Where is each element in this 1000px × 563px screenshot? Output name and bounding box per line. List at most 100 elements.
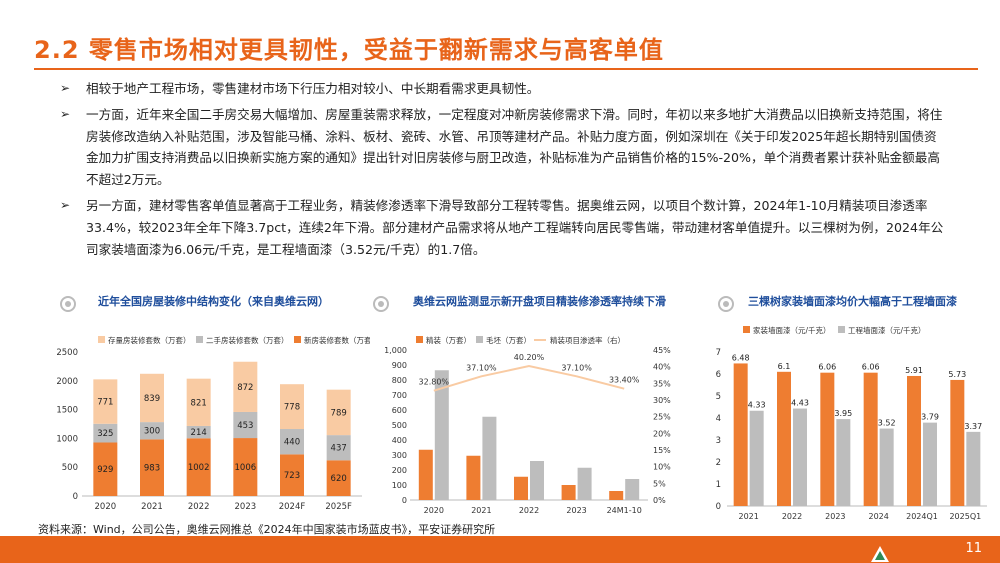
y-tick-label: 500	[392, 421, 407, 430]
bar-segment	[93, 423, 118, 443]
bar-segment	[140, 422, 164, 440]
line-data-label: 32.80%	[419, 378, 450, 387]
bar	[749, 410, 764, 506]
bar	[466, 455, 481, 500]
y2-tick-label: 35%	[653, 379, 671, 388]
legend-label: 工程墙面漆（元/千克）	[848, 325, 926, 335]
x-tick-label: 2023	[235, 502, 257, 512]
data-label: 929	[97, 465, 113, 475]
y-tick-label: 900	[392, 361, 407, 370]
bar	[836, 419, 851, 506]
source-note: 资料来源：Wind，公司公告，奥维云网推总《2024年中国家装市场蓝皮书》，平安…	[38, 523, 496, 536]
bar-segment	[326, 435, 351, 461]
y-tick-label: 100	[392, 481, 407, 490]
x-tick-label: 2022	[188, 502, 210, 512]
bar-segment	[326, 389, 351, 436]
bullet-text: 相较于地产工程市场，零售建材市场下行压力相对较小、中长期看需求更具韧性。	[86, 81, 540, 96]
y-tick-label: 500	[62, 463, 78, 473]
legend-label: 家装墙面漆（元/千克）	[753, 325, 831, 335]
legend-swatch	[294, 336, 301, 343]
y-tick-label: 0	[402, 496, 407, 505]
chart-paint-price: 家装墙面漆（元/千克） 工程墙面漆（元/千克） 0 1 2 3 4 5 6 7 6.48 4.33 20…	[716, 325, 987, 520]
x-tick-label: 2024Q1	[906, 512, 938, 520]
data-label: 6.06	[862, 363, 880, 372]
bar	[863, 372, 878, 506]
panel-bullet-icon	[373, 296, 389, 312]
bar	[625, 479, 640, 500]
bar	[733, 363, 748, 506]
y-tick-label: 2	[716, 458, 721, 468]
x-tick-label: 24M1-10	[607, 506, 642, 515]
chart-title: 三棵树家装墙面漆均价大幅高于工程墙面漆	[748, 295, 957, 308]
page-title: 2.2 零售市场相对更具韧性，受益于翻新需求与高客单值	[34, 36, 664, 64]
bar	[514, 476, 528, 500]
legend-label: 二手房装修套数（万套）	[206, 335, 289, 345]
x-tick-label: 2021	[141, 502, 163, 512]
footer-bar	[0, 536, 1000, 563]
line-data-label: 33.40%	[609, 376, 640, 385]
data-label: 440	[284, 438, 300, 448]
x-tick-label: 2023	[825, 512, 845, 520]
y-tick-label: 1000	[56, 434, 78, 444]
y-tick-label: 2500	[56, 348, 78, 358]
bullet-item: ➢ 相较于地产工程市场，零售建材市场下行压力相对较小、中长期看需求更具韧性。	[58, 78, 948, 100]
bar-segment	[93, 442, 118, 496]
x-tick-label: 2022	[519, 506, 539, 515]
y-tick-label: 800	[392, 376, 407, 385]
x-tick-label: 2020	[424, 506, 444, 515]
y-tick-label: 600	[392, 406, 407, 415]
bullet-item: ➢ 一方面，近年来全国二手房交易大幅增加、房屋重装需求释放，一定程度对冲新房装修…	[58, 104, 948, 191]
panel-bullet-icon	[60, 296, 76, 312]
company-logo-icon	[871, 546, 889, 562]
data-label: 723	[284, 471, 300, 481]
y-tick-label: 6	[716, 370, 721, 380]
legend-swatch	[196, 336, 203, 343]
data-label: 4.33	[748, 401, 766, 410]
y-tick-label: 300	[392, 451, 407, 460]
bar	[530, 461, 544, 500]
legend-swatch	[416, 336, 423, 343]
data-label: 5.91	[905, 366, 923, 375]
data-label: 821	[191, 398, 207, 408]
bar	[434, 370, 449, 500]
legend-label: 精装（万套）	[426, 335, 471, 345]
y2-tick-label: 0%	[653, 496, 666, 505]
y2-tick-label: 30%	[653, 396, 671, 405]
y-tick-label: 0	[716, 502, 721, 512]
bullet-arrow-icon: ➢	[60, 106, 71, 121]
y2-tick-label: 15%	[653, 446, 671, 455]
line-data-label: 37.10%	[561, 363, 592, 372]
bar-segment	[186, 378, 211, 426]
x-tick-label: 2021	[471, 506, 491, 515]
bar	[820, 372, 835, 506]
bar-segment	[93, 379, 118, 424]
chart-title: 奥维云网监测显示新开盘项目精装修渗透率持续下滑	[413, 295, 666, 308]
y2-tick-label: 45%	[653, 346, 671, 355]
data-label: 300	[144, 427, 160, 437]
chart-title: 近年全国房屋装修中结构变化（来自奥维云网）	[98, 295, 329, 308]
y-tick-label: 400	[392, 436, 407, 445]
data-label: 1006	[235, 463, 257, 473]
x-tick-label: 2021	[738, 512, 758, 520]
bar	[418, 449, 433, 500]
y-tick-label: 200	[392, 466, 407, 475]
x-tick-label: 2023	[566, 506, 586, 515]
bar	[482, 416, 497, 500]
x-tick-label: 2024	[868, 512, 888, 520]
bar	[966, 431, 981, 506]
bar-segment	[233, 438, 258, 496]
bullet-arrow-icon: ➢	[60, 81, 71, 95]
legend-swatch	[476, 336, 483, 343]
series-line	[433, 364, 625, 392]
legend-swatch	[838, 326, 845, 333]
data-label: 839	[144, 394, 160, 404]
data-label: 6.48	[732, 353, 750, 362]
data-label: 771	[97, 398, 113, 408]
data-label: 4.43	[791, 399, 809, 408]
bar-segment	[186, 438, 211, 496]
bar	[577, 467, 592, 500]
chart-structure: 存量房装修套数（万套） 二手房装修套数（万套） 新房装修套数（万套） 0 500 1000…	[56, 335, 370, 512]
data-label: 789	[331, 408, 347, 418]
legend-label: 新房装修套数（万套）	[304, 335, 370, 345]
bar-segment	[140, 439, 164, 496]
